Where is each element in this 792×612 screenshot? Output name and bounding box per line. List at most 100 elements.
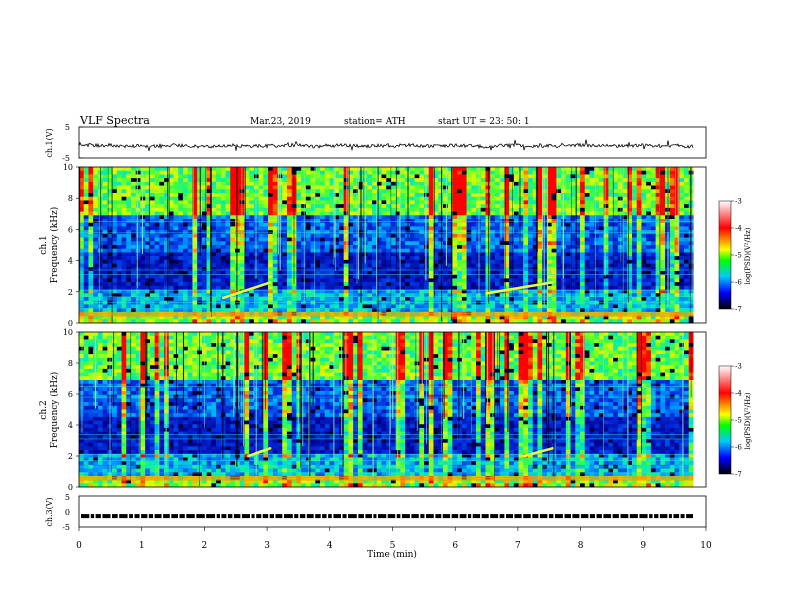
ch1-spectrogram-cell: [149, 274, 155, 279]
ch1-spectrogram-cell: [102, 285, 108, 290]
ch1-spectrogram-cell: [201, 233, 207, 238]
ch1-spectrogram-cell: [395, 293, 401, 298]
ch1-spectrogram-cell: [145, 167, 151, 172]
ch1-spectrogram-cell: [249, 293, 255, 298]
ch1-spectrogram-cell: [494, 170, 500, 175]
ch1-spectrogram-cell: [182, 222, 189, 227]
ch1-spectrogram-cell: [452, 319, 458, 324]
ch1-spectrogram-cell: [310, 293, 316, 298]
ch1-spectrogram-cell: [296, 271, 302, 276]
ch1-spectrogram-cell: [400, 219, 406, 224]
ch1-spectrogram-cell: [613, 193, 619, 198]
ch1-spectrogram-cell: [121, 256, 127, 261]
ch1-spectrogram-cell: [480, 274, 486, 279]
ch1-spectrogram-cell: [225, 256, 231, 261]
ch1-spectrogram-cell: [192, 189, 198, 194]
ch1-spectrogram-cell: [121, 226, 127, 231]
ch1-spectrogram-cell: [135, 274, 141, 279]
ch1-spectrogram-cell: [282, 267, 288, 272]
ch1-spectrogram-cell: [537, 285, 543, 290]
ch1-spectrogram-cell: [343, 222, 349, 227]
ch1-spectrogram-cell: [580, 211, 586, 216]
ch1-spectrogram-cell: [400, 233, 406, 238]
ch1-spectrogram-cell: [372, 308, 378, 313]
ch1-spectrogram-cell: [414, 226, 420, 231]
ch1-spectrogram-cell: [494, 193, 500, 198]
ch1-spectrogram-cell: [168, 196, 174, 201]
ch1-spectrogram-cell: [381, 200, 387, 205]
ch1-spectrogram-cell: [348, 241, 354, 246]
ch1-spectrogram-cell: [244, 285, 250, 290]
ch1-spectrogram-cell: [518, 185, 524, 190]
ch1-spectrogram-cell: [121, 233, 127, 238]
ch1-spectrogram-cell: [324, 226, 330, 231]
ch1-spectrogram-cell: [230, 285, 236, 290]
ch1-spectrogram-cell: [570, 219, 576, 224]
ch1-spectrogram-cell: [154, 237, 160, 242]
ch1-spectrogram-cell: [424, 237, 430, 242]
ch1-spectrogram-cell: [575, 204, 581, 209]
ch1-spectrogram-cell: [485, 196, 491, 201]
ch1-spectrogram-cell: [551, 259, 557, 264]
ch1-spectrogram-cell: [636, 193, 642, 198]
ch1-spectrogram-cell: [79, 185, 85, 190]
ch1-spectrogram-cell: [589, 285, 595, 290]
ch1-spectrogram-cell: [324, 315, 330, 320]
ch1-spectrogram-cell: [424, 319, 430, 324]
ch1-spectrogram-cell: [268, 167, 274, 172]
ch1-spectrogram-cell: [532, 278, 538, 283]
ch1-spectrogram-cell: [471, 282, 477, 287]
ch1-spectrogram-cell: [542, 204, 548, 209]
ch1-spectrogram-cell: [268, 170, 274, 175]
ch1-spectrogram-cell: [490, 193, 496, 198]
ch1-spectrogram-cell: [272, 219, 278, 224]
ch1-spectrogram-cell: [305, 285, 311, 290]
ch1-spectrogram-cell: [159, 178, 165, 183]
ch1-spectrogram-cell: [513, 200, 519, 205]
ch1-spectrogram-cell: [414, 170, 420, 175]
ch1-spectrogram-cell: [178, 297, 184, 302]
ch1-spectrogram-cell: [239, 282, 245, 287]
ch1-spectrogram-cell: [622, 193, 628, 198]
ch1-spectrogram-cell: [608, 256, 614, 261]
ch1-spectrogram-cell: [575, 308, 581, 313]
ch1-spectrogram-cell: [320, 297, 326, 302]
ch1-spectrogram-cell: [504, 222, 510, 227]
ch1-spectrogram-cell: [116, 226, 122, 231]
ch1-spectrogram-cell: [608, 185, 614, 190]
ch1-spectrogram-cell: [102, 207, 108, 212]
ch1-spectrogram-cell: [329, 285, 335, 290]
ch1-spectrogram-cell: [457, 178, 463, 183]
ch1-spectrogram-cell: [348, 248, 354, 253]
ch1-spectrogram-cell: [438, 308, 444, 313]
ch1-spectrogram-cell: [112, 185, 118, 190]
ch1-spectrogram-cell: [518, 200, 524, 205]
ch1-spectrogram-cell: [570, 315, 576, 320]
ch1-spectrogram-cell: [324, 215, 330, 220]
ch1-spectrogram-cell: [173, 237, 179, 242]
ch1-spectrogram-cell: [197, 174, 203, 179]
ch1-spectrogram-cell: [390, 285, 396, 290]
ch1-spectrogram-cell: [234, 241, 241, 246]
ch1-spectrogram-cell: [613, 204, 619, 209]
ch1-spectrogram-cell: [168, 167, 174, 172]
ch1-spectrogram-cell: [320, 319, 326, 324]
ch1-spectrogram-cell: [513, 256, 519, 261]
ch1-spectrogram-cell: [457, 170, 463, 175]
ch1-spectrogram-cell: [182, 237, 189, 242]
ch1-spectrogram-cell: [258, 263, 264, 268]
ch1-spectrogram-cell: [584, 207, 590, 212]
ch1-spectrogram-cell: [315, 230, 321, 235]
ch1-spectrogram-cell: [343, 271, 349, 276]
ch1-spectrogram-cell: [201, 181, 207, 186]
ch1-spectrogram-cell: [239, 271, 245, 276]
ch1-spectrogram-cell: [102, 241, 108, 246]
ch1-spectrogram-cell: [234, 233, 241, 238]
ch1-spectrogram-cell: [509, 274, 515, 279]
ch1-spectrogram-cell: [126, 196, 132, 201]
ch1-spectrogram-cell: [263, 215, 269, 220]
ch1-spectrogram-cell: [154, 193, 160, 198]
ch1-spectrogram-cell: [395, 222, 401, 227]
ch1-spectrogram-cell: [523, 289, 529, 294]
ch1-spectrogram-cell: [598, 256, 604, 261]
